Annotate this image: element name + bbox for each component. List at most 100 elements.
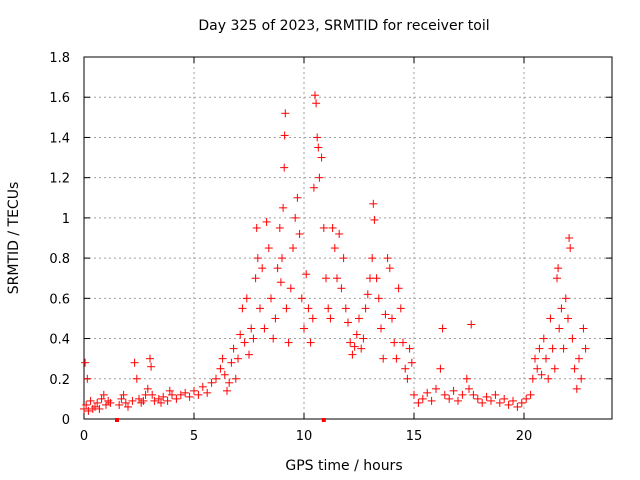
data-point [165, 386, 174, 395]
data-point [227, 358, 236, 367]
data-point [282, 304, 291, 313]
data-point [84, 406, 93, 415]
data-point [348, 350, 357, 359]
data-point [319, 223, 328, 232]
data-point [324, 304, 333, 313]
data-point [314, 143, 323, 152]
data-point [93, 398, 102, 407]
data-point [561, 294, 570, 303]
y-tick-label: 0.2 [49, 373, 70, 388]
data-point [308, 314, 317, 323]
data-point [333, 274, 341, 283]
data-point [385, 264, 394, 273]
y-tick-label: 1.4 [49, 131, 70, 146]
data-point [117, 394, 126, 403]
data-point [392, 354, 401, 363]
data-point [557, 304, 566, 313]
data-point [104, 396, 113, 405]
data-point [390, 338, 399, 347]
data-points [80, 91, 590, 422]
data-point [280, 131, 289, 140]
data-point [102, 400, 110, 409]
data-point [339, 254, 348, 263]
data-point [198, 382, 207, 391]
data-point [363, 290, 372, 299]
data-point [172, 394, 181, 403]
data-point [309, 183, 318, 192]
data-point [240, 338, 249, 347]
data-point [302, 270, 311, 279]
data-point [80, 404, 88, 413]
data-point [581, 344, 590, 353]
data-point [176, 390, 185, 399]
data-point [82, 400, 91, 409]
data-point [539, 334, 548, 343]
data-point [256, 304, 264, 313]
data-point [185, 392, 194, 401]
y-tick-label: 0.4 [49, 333, 70, 348]
data-point [370, 215, 379, 224]
x-tick-label: 0 [80, 429, 88, 444]
data-point [317, 153, 326, 162]
data-point [368, 254, 377, 263]
data-point [482, 392, 491, 401]
y-tick-label: 0 [62, 413, 70, 428]
data-point [555, 324, 564, 333]
data-point [570, 364, 579, 373]
data-point [293, 193, 302, 202]
data-point [194, 390, 203, 399]
y-tick-label: 1 [62, 212, 70, 227]
y-tick-label: 0.6 [49, 292, 70, 307]
data-point [157, 398, 165, 407]
data-point [438, 324, 447, 333]
data-point [546, 314, 555, 323]
data-point [418, 394, 427, 403]
data-point [559, 344, 568, 353]
data-point [154, 394, 163, 403]
data-point [273, 264, 282, 273]
data-point [99, 390, 108, 399]
data-point [234, 354, 242, 363]
data-point [383, 254, 392, 263]
data-point [276, 278, 285, 287]
data-point [328, 223, 337, 232]
data-point [139, 396, 148, 405]
data-point-outlier [115, 418, 119, 422]
data-point [517, 398, 526, 407]
data-point [304, 304, 313, 313]
data-point [377, 324, 385, 333]
data-point [132, 374, 141, 383]
data-point [284, 338, 293, 347]
data-point [427, 396, 436, 405]
data-point [279, 203, 288, 212]
data-point [410, 390, 418, 399]
data-point [522, 394, 531, 403]
data-point [106, 398, 115, 407]
data-point [238, 304, 247, 313]
data-point [135, 394, 143, 403]
data-point [97, 394, 106, 403]
data-point [119, 390, 128, 399]
data-point [491, 390, 500, 399]
data-point [258, 264, 267, 273]
data-point [286, 284, 295, 293]
data-point [253, 254, 262, 263]
data-point [326, 314, 335, 323]
x-tick-label: 15 [406, 429, 423, 444]
data-point [330, 244, 339, 253]
data-point [216, 364, 225, 373]
y-tick-label: 1.8 [49, 51, 70, 66]
data-point [462, 374, 471, 383]
data-point [473, 394, 482, 403]
data-point [251, 274, 260, 283]
data-point [269, 334, 278, 343]
grid-lines [84, 57, 612, 419]
data-point [374, 294, 383, 303]
data-point [372, 274, 381, 283]
data-point [295, 229, 304, 238]
data-point [212, 374, 220, 383]
data-point [495, 398, 504, 407]
data-point [95, 404, 104, 413]
data-point [264, 244, 273, 253]
data-point [564, 314, 572, 323]
